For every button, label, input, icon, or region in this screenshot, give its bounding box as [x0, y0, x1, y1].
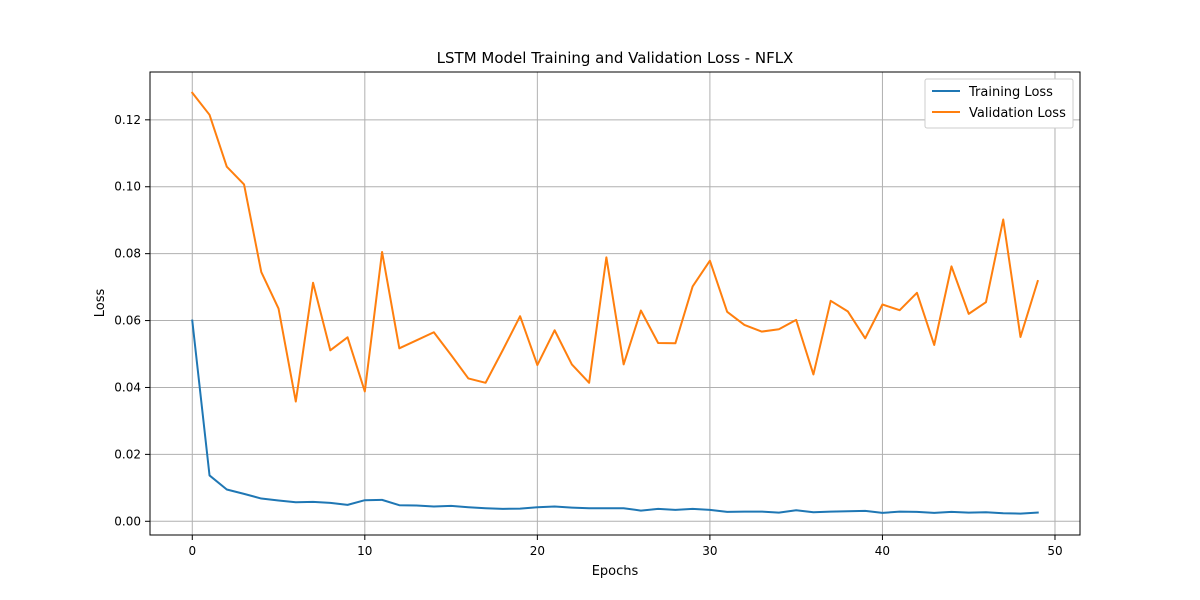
- x-axis-label: Epochs: [592, 564, 639, 579]
- plot-area-background: [150, 72, 1080, 535]
- x-tick-label: 40: [875, 544, 890, 558]
- y-tick-label: 0.02: [114, 447, 141, 461]
- y-tick-label: 0.12: [114, 113, 141, 127]
- axis-ticks: 0 10 20 30 40 50 0.00 0.02 0.04 0.06 0.08 0.10 0.12: [114, 113, 1062, 558]
- plot-frame: [149, 71, 1081, 536]
- legend-label-training-loss: Training Loss: [968, 85, 1053, 100]
- x-tick-label: 20: [530, 544, 545, 558]
- grid-lines: [150, 72, 1080, 535]
- legend-box: [924, 78, 1074, 129]
- legend: Training Loss Validation Loss: [924, 78, 1074, 129]
- series-line-validation-loss: [190, 91, 1039, 403]
- x-tick-label: 10: [357, 544, 372, 558]
- y-tick-label: 0.06: [114, 314, 141, 328]
- y-axis-label: Loss: [93, 289, 108, 318]
- x-tick-label: 30: [702, 544, 717, 558]
- chart-title: LSTM Model Training and Validation Loss …: [437, 49, 794, 67]
- x-tick-label: 0: [188, 544, 196, 558]
- legend-label-validation-loss: Validation Loss: [969, 106, 1066, 121]
- y-tick-label: 0.00: [114, 514, 141, 528]
- y-tick-label: 0.08: [114, 247, 141, 261]
- x-tick-label: 50: [1047, 544, 1062, 558]
- y-tick-label: 0.04: [114, 380, 141, 394]
- series-lines: [190, 91, 1039, 515]
- y-tick-label: 0.10: [114, 180, 141, 194]
- series-line-training-loss: [191, 319, 1039, 515]
